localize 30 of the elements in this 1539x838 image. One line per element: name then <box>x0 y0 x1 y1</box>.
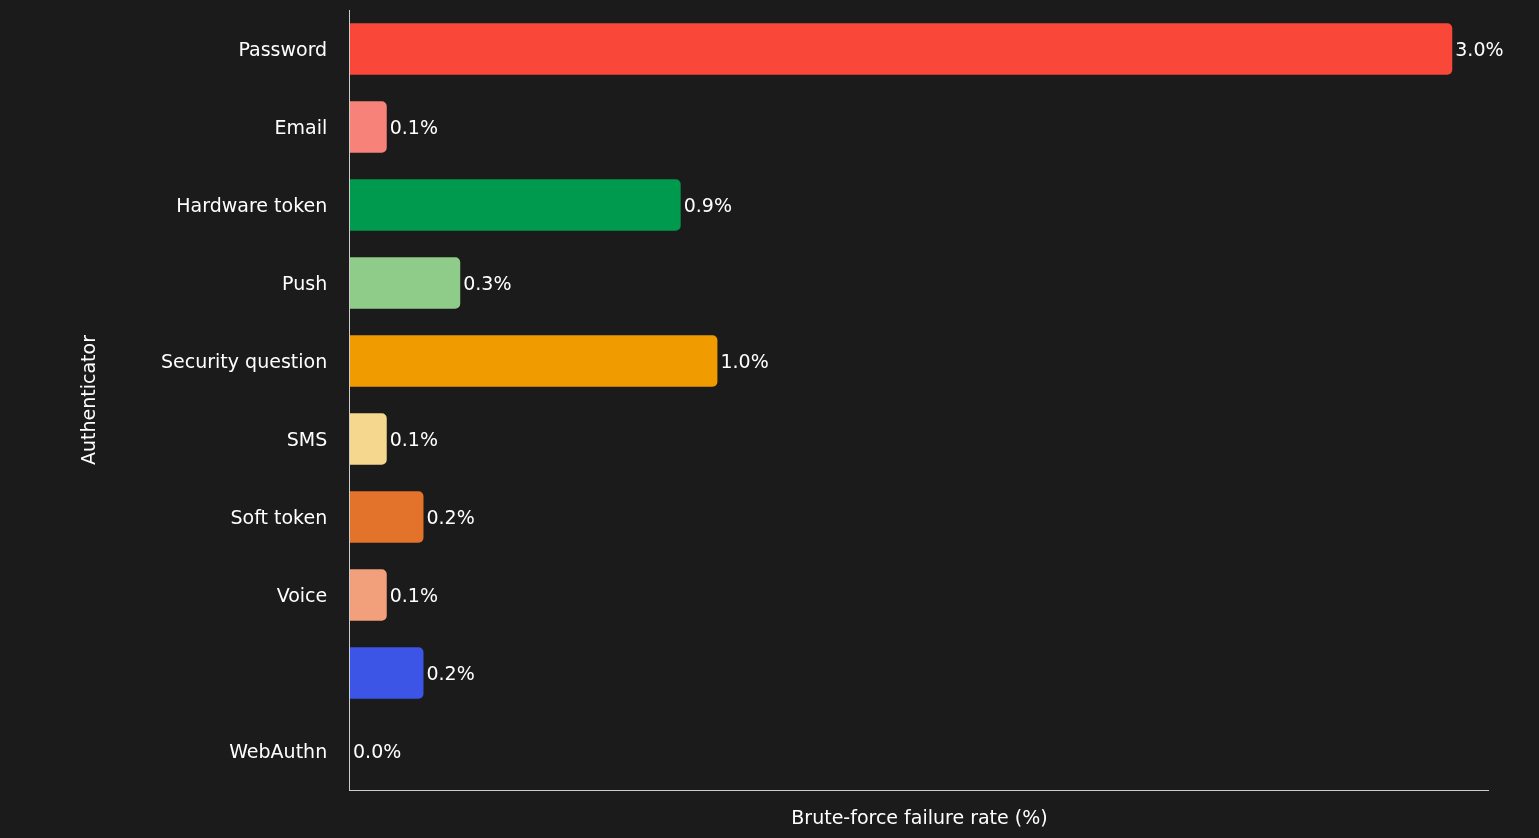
bar <box>350 647 424 699</box>
data-label: 0.2% <box>426 662 475 684</box>
bar <box>350 257 461 309</box>
bar <box>350 569 387 621</box>
y-tick-label: Security question <box>161 349 328 372</box>
y-tick-label: Voice <box>276 583 328 606</box>
bar <box>350 335 718 387</box>
y-tick-label: Password <box>238 37 328 60</box>
y-tick-label: Push <box>282 271 328 294</box>
y-tick-label: Email <box>274 115 328 138</box>
y-tick-label: Soft token <box>230 505 328 528</box>
data-label: 0.1% <box>389 116 439 138</box>
data-label: 1.0% <box>720 350 769 372</box>
data-label: 0.9% <box>683 194 732 216</box>
data-label: 0.2% <box>426 506 475 528</box>
bar <box>350 491 424 543</box>
x-axis-title: Brute-force failure rate (%) <box>791 805 1048 828</box>
y-axis-title: Authenticator <box>76 334 99 465</box>
y-tick-label: SMS <box>286 427 328 450</box>
bar <box>350 101 387 153</box>
bar <box>350 23 1453 75</box>
data-label: 3.0% <box>1455 38 1504 60</box>
y-tick-label: Hardware token <box>176 193 328 216</box>
data-label: 0.1% <box>389 428 439 450</box>
data-label: 0.1% <box>389 584 439 606</box>
bar <box>350 413 387 465</box>
bar <box>350 179 681 231</box>
data-label: 0.0% <box>353 740 402 762</box>
y-tick-label: WebAuthn <box>229 739 328 762</box>
data-label: 0.3% <box>463 272 512 294</box>
